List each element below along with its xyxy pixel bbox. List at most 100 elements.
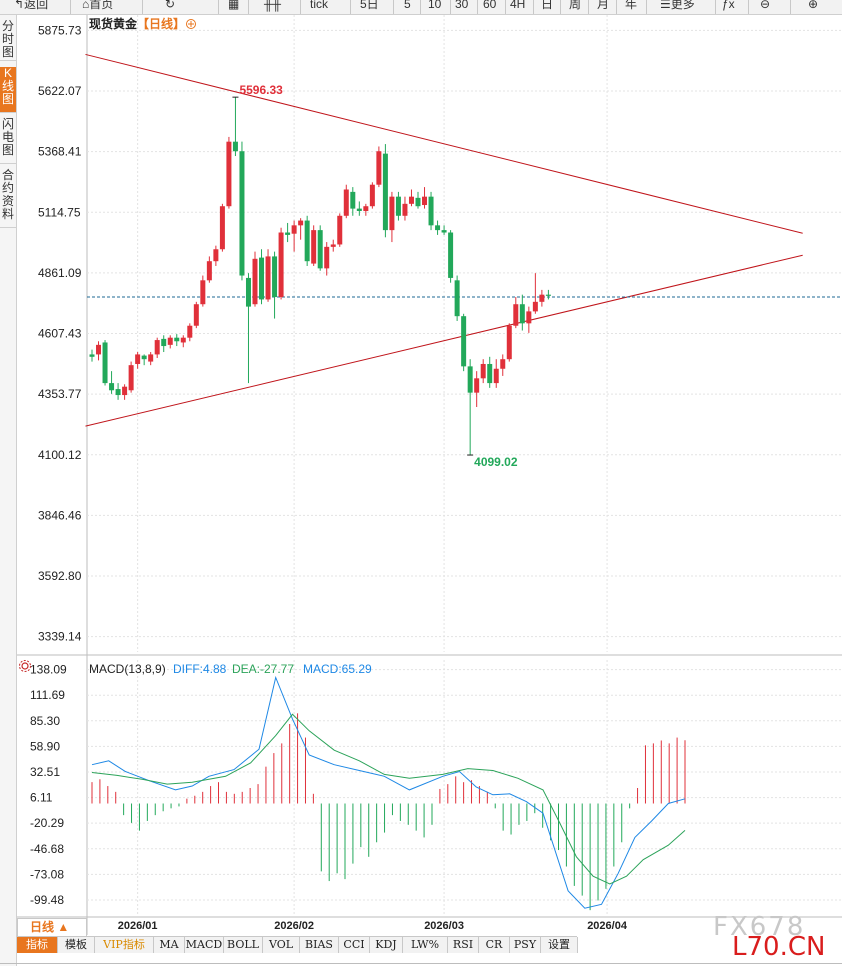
period-tick-button[interactable]: tick [310,0,328,11]
candle-body [454,280,460,317]
high-price-label: 5596.33 [239,83,283,97]
plus-circle-icon[interactable] [186,19,196,29]
tab-flash-chart[interactable]: 闪电图 [0,118,16,164]
indicator-tab-ma[interactable]: MA [154,937,185,953]
price-tick-label: 3339.14 [38,630,82,644]
indicator-tab-vol[interactable]: VOL [263,937,300,953]
grid-icon: ▦ [228,0,240,11]
tab-contract-info[interactable]: 合约资料 [0,169,16,228]
period-selector[interactable]: 日线 ▲ [17,918,87,937]
toolbar-divider [420,0,421,14]
refresh-button[interactable]: ↻ [165,0,175,13]
more-button[interactable]: ☰更多 [660,0,695,13]
toolbar-divider [533,0,534,14]
candle-body [174,337,180,342]
formula-button[interactable]: ƒx [722,0,735,13]
candle-body [272,256,278,298]
period-day-button[interactable]: 日 [541,0,554,11]
period-4h-button[interactable]: 4H [510,0,526,11]
toolbar-divider [477,0,478,14]
candle-body [487,363,493,384]
chart-type-sidebar: 分时图 K线图 闪电图 合约资料 [0,15,17,966]
candle-body [435,225,441,231]
toolbar-divider [790,0,791,14]
watermark-fx678: FX678 [713,912,806,942]
macd-tick-label: 85.30 [30,714,60,728]
period-year-button[interactable]: 年 [625,0,638,11]
indicator-tab-boll[interactable]: BOLL [224,937,263,953]
candle-body [467,366,473,393]
period-5min-button[interactable]: 5 [404,0,411,11]
indicator-tab-bias[interactable]: BIAS [300,937,339,953]
price-tick-label: 5368.41 [38,145,82,159]
toolbar-divider [142,0,143,14]
price-tick-label: 3846.46 [38,508,82,522]
toolbar-divider [70,0,71,14]
candle-body [161,338,167,347]
indicator-tab-psy[interactable]: PSY [510,937,541,953]
indicator-tab-indicators[interactable]: 指标 [17,937,58,953]
refresh-icon: ↻ [165,0,176,11]
indicator-tab-lw[interactable]: LW% [403,937,448,953]
price-tick-label: 4353.77 [38,387,82,401]
zoom-in-button[interactable]: ⊕ [808,0,818,13]
macd-dea-value: DEA:-27.77 [232,662,294,676]
indicator-tab-settings[interactable]: 设置 [541,937,578,953]
indicator-tab-cci[interactable]: CCI [339,937,370,953]
price-tick-label: 4100.12 [38,448,82,462]
period-60min-button[interactable]: 60 [483,0,497,11]
indicator-tab-rsi[interactable]: RSI [448,937,479,953]
indicator-tab-vip[interactable]: VIP指标 [95,937,154,953]
period-week-button[interactable]: 周 [569,0,582,11]
toolbar-divider [248,0,249,14]
zoom-out-button[interactable]: ⊖ [760,0,770,13]
back-button[interactable]: ↰返回 [14,0,48,13]
toolbar-divider [748,0,749,14]
candle-body [539,294,545,302]
candle-body [343,189,349,216]
candle-body [187,325,193,338]
indicator-tab-template[interactable]: 模板 [58,937,95,953]
home-icon: ⌂ [82,0,90,11]
toolbar-divider [393,0,394,14]
candle-body [519,304,525,324]
gear-icon[interactable] [19,660,31,672]
candle-body [245,277,251,307]
price-tick-label: 5114.75 [38,205,81,219]
tab-kline[interactable]: K线图 [0,67,16,113]
candle-body [324,246,330,269]
period-30min-button[interactable]: 30 [455,0,469,11]
candle-body [226,141,232,207]
candle-body [317,230,323,269]
price-tick-label: 5622.07 [38,84,82,98]
indicator-tab-cr[interactable]: CR [479,937,510,953]
macd-title: MACD(13,8,9) [89,662,166,676]
tab-timeshare[interactable]: 分时图 [0,19,16,61]
dea-line [91,713,686,885]
indicator-tab-kdj[interactable]: KDJ [370,937,403,953]
candle-body [180,337,186,343]
candle-body [545,294,551,296]
candle-body [265,256,271,300]
low-price-label: 4099.02 [474,455,518,469]
indicator-tab-macd[interactable]: MACD [185,937,224,953]
candle-body [232,141,238,152]
candle-body [298,220,304,226]
candle-body [480,363,486,379]
indicator-bar: 指标 模板 VIP指标 MA MACD BOLL VOL BIAS CCI KD… [17,936,578,953]
macd-tick-label: -46.68 [30,842,64,856]
macd-macd-value: MACD:65.29 [303,662,372,676]
candle-body [154,340,160,355]
drawing-tool-button[interactable]: ▦ [228,0,239,13]
period-5day-button[interactable]: 5日 [360,0,379,11]
candle-body [493,368,499,384]
period-month-button[interactable]: 月 [597,0,610,11]
candle-body [193,304,199,326]
footer-divider [0,963,842,964]
candle-type-button[interactable]: ╫╫ [264,0,281,13]
home-button[interactable]: ⌂首页 [82,0,113,13]
period-10min-button[interactable]: 10 [428,0,442,11]
macd-tick-label: 32.51 [30,765,60,779]
toolbar-divider [715,0,716,14]
